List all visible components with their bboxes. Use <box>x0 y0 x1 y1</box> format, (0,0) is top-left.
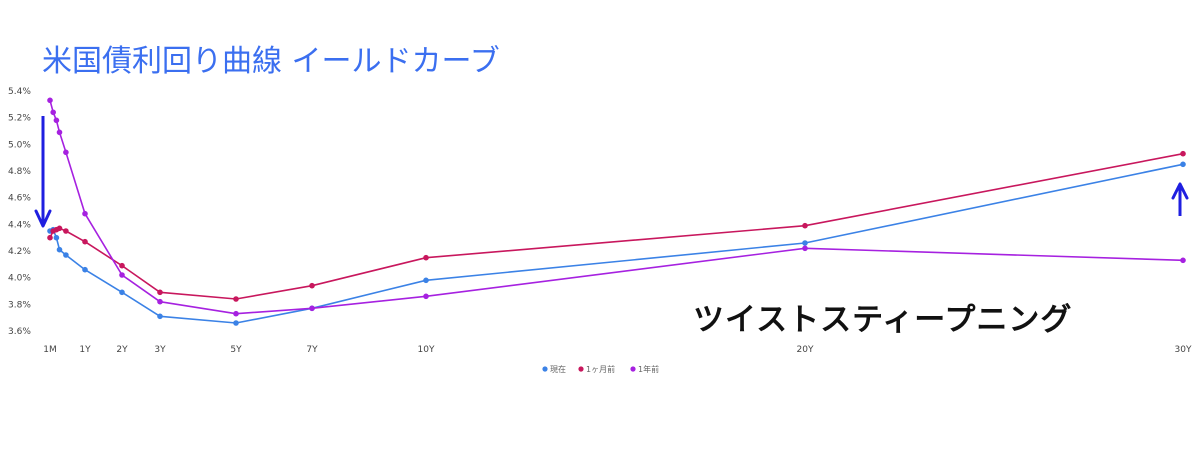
data-point <box>47 97 53 104</box>
y-tick-label: 4.8% <box>8 167 31 177</box>
x-axis: 1M 1Y 2Y 3Y 5Y 7Y 10Y 20Y 30Y <box>43 345 1192 355</box>
y-tick-label: 4.2% <box>8 247 31 257</box>
chart-title: 米国債利回り曲線 イールドカーブ <box>42 44 500 79</box>
y-tick-label: 5.2% <box>8 114 31 124</box>
data-point <box>56 129 63 136</box>
arrow-layer <box>34 116 1189 228</box>
legend-item: 現在 <box>542 364 566 374</box>
legend-label: 1年前 <box>638 364 659 374</box>
data-point <box>233 310 239 317</box>
y-tick-label: 3.8% <box>8 300 31 310</box>
x-tick-label: 30Y <box>1175 345 1192 355</box>
x-tick-label: 1Y <box>79 345 91 355</box>
data-point <box>157 289 163 296</box>
series-line <box>49 100 1184 315</box>
data-point <box>53 117 60 124</box>
data-point <box>56 225 63 232</box>
x-tick-label: 3Y <box>154 345 166 355</box>
data-point <box>423 254 429 261</box>
data-point <box>309 305 315 312</box>
data-point <box>82 210 88 217</box>
series-layer <box>47 97 1186 326</box>
series-line <box>49 163 1184 324</box>
series-line <box>49 152 1184 300</box>
x-tick-label: 5Y <box>230 345 242 355</box>
data-point <box>423 277 429 284</box>
y-tick-label: 4.0% <box>8 274 31 284</box>
legend-marker <box>630 366 636 372</box>
data-point <box>119 272 125 278</box>
up-arrow <box>1171 182 1189 216</box>
annotation-label: ツイストスティープニング <box>693 302 1073 338</box>
legend-marker <box>578 366 584 372</box>
data-point <box>119 289 125 296</box>
data-point <box>56 246 63 253</box>
data-point <box>82 238 88 245</box>
data-point <box>119 262 125 269</box>
data-point <box>47 234 53 241</box>
x-tick-label: 10Y <box>418 345 435 355</box>
data-point <box>802 222 808 229</box>
y-axis: 5.4% 5.2% 5.0% 4.8% 4.6% 4.4% 4.2% 4.0% 3.8% 3.6% <box>8 87 31 337</box>
data-point <box>63 252 69 258</box>
arrow-head <box>34 209 52 228</box>
x-tick-label: 7Y <box>306 345 318 355</box>
x-tick-label: 2Y <box>116 345 128 355</box>
legend-label: 現在 <box>550 364 566 374</box>
legend: 現在 1ヶ月前 1年前 <box>542 364 659 374</box>
arrow-head <box>1171 182 1189 200</box>
legend-item: 1年前 <box>630 364 659 374</box>
y-tick-label: 4.6% <box>8 194 31 204</box>
y-tick-label: 5.4% <box>8 87 31 97</box>
x-tick-label: 1M <box>43 345 57 355</box>
data-point <box>157 298 163 305</box>
data-point <box>1180 150 1186 157</box>
data-point <box>423 293 429 300</box>
series-1 <box>47 150 1186 302</box>
data-point <box>50 109 56 116</box>
data-point <box>63 228 69 234</box>
data-point <box>233 296 239 302</box>
y-tick-label: 3.6% <box>8 327 31 337</box>
data-point <box>233 320 239 326</box>
y-tick-label: 4.4% <box>8 220 31 230</box>
data-point <box>802 240 808 246</box>
data-point <box>157 313 163 320</box>
y-tick-label: 5.0% <box>8 140 31 150</box>
data-point <box>82 266 88 273</box>
data-point <box>63 149 69 156</box>
data-point <box>1180 257 1186 264</box>
legend-label: 1ヶ月前 <box>586 364 615 374</box>
series-2 <box>47 97 1186 317</box>
data-point <box>309 282 315 289</box>
legend-marker <box>542 366 548 372</box>
x-tick-label: 20Y <box>797 345 814 355</box>
down-arrow <box>34 116 52 228</box>
data-point <box>53 234 60 241</box>
data-point <box>802 245 808 252</box>
data-point <box>1180 161 1186 168</box>
legend-item: 1ヶ月前 <box>578 364 615 374</box>
